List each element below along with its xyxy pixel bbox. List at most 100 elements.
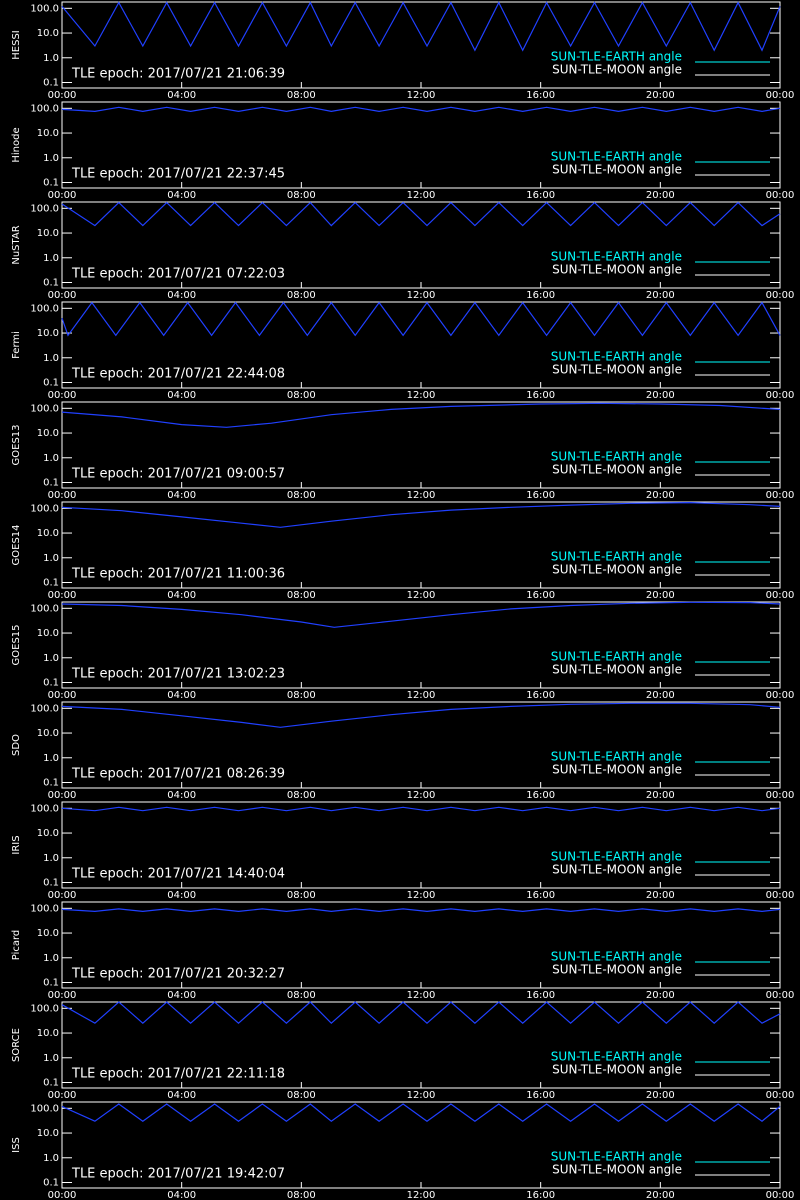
x-tick-label: 08:00 [287,490,316,501]
annotation: TLE epoch: 2017/07/21 22:11:18 [71,1067,285,1082]
x-tick-label: 12:00 [407,390,436,401]
y-tick-label: 10.0 [37,728,59,739]
x-tick-label: 20:00 [646,90,675,101]
y-tick-label: 10.0 [37,528,59,539]
y-tick-label: 10.0 [37,1128,59,1139]
y-tick-label: 0.1 [43,278,59,289]
y-axis-label: HESSI [11,30,22,59]
x-tick-label: 00:00 [48,590,77,601]
y-tick-label: 100.0 [30,1003,59,1014]
y-tick-label: 1.0 [43,853,59,864]
x-tick-label: 00:00 [48,90,77,101]
legend-label: SUN-TLE-MOON angle [552,1063,682,1077]
annotation: TLE epoch: 2017/07/21 20:32:27 [71,967,285,982]
y-tick-label: 100.0 [30,903,59,914]
legend-label: SUN-TLE-MOON angle [552,663,682,677]
x-tick-label: 20:00 [646,1090,675,1101]
y-tick-label: 0.1 [43,1078,59,1089]
x-tick-label: 08:00 [287,590,316,601]
x-tick-label: 04:00 [167,690,196,701]
y-tick-label: 0.1 [43,78,59,89]
y-tick-label: 10.0 [37,28,59,39]
annotation: TLE epoch: 2017/07/21 11:00:36 [71,567,285,582]
x-tick-label: 20:00 [646,1190,675,1200]
x-tick-label: 20:00 [646,590,675,601]
legend-label: SUN-TLE-EARTH angle [551,250,682,264]
legend-label: SUN-TLE-MOON angle [552,63,682,77]
y-axis-label: SORCE [11,1028,22,1062]
y-tick-label: 1.0 [43,53,59,64]
x-tick-label: 00:00 [48,190,77,201]
y-axis-label: GOES13 [11,424,22,465]
x-tick-label: 16:00 [526,1090,555,1101]
y-tick-label: 1.0 [43,1053,59,1064]
y-tick-label: 10.0 [37,228,59,239]
y-tick-label: 10.0 [37,428,59,439]
y-tick-label: 1.0 [43,153,59,164]
x-tick-label: 04:00 [167,990,196,1001]
x-tick-label: 08:00 [287,390,316,401]
panel: 0.1 1.0 10.0 100.0 00:00 04:00 08:00 12:00 16:00… [11,1,795,101]
x-tick-label: 16:00 [526,590,555,601]
x-tick-label: 04:00 [167,490,196,501]
x-tick-label: 16:00 [526,90,555,101]
x-tick-label: 00:00 [766,590,795,601]
y-tick-label: 100.0 [30,803,59,814]
y-tick-label: 100.0 [30,403,59,414]
x-tick-label: 08:00 [287,190,316,201]
x-tick-label: 04:00 [167,790,196,801]
y-tick-label: 0.1 [43,978,59,989]
x-tick-label: 12:00 [407,590,436,601]
x-tick-label: 00:00 [48,1190,77,1200]
x-tick-label: 00:00 [766,90,795,101]
y-axis-label: GOES14 [11,524,22,565]
annotation: TLE epoch: 2017/07/21 07:22:03 [71,267,285,282]
legend-label: SUN-TLE-EARTH angle [551,150,682,164]
x-tick-label: 04:00 [167,90,196,101]
y-axis-label: SDO [11,734,22,756]
y-tick-label: 0.1 [43,1178,59,1189]
annotation: TLE epoch: 2017/07/21 22:44:08 [71,367,285,382]
y-axis-label: Picard [11,930,22,961]
panel: 0.1 1.0 10.0 100.0 00:00 04:00 08:00 12:00 16:00… [11,1101,794,1200]
x-tick-label: 16:00 [526,690,555,701]
y-tick-label: 10.0 [37,128,59,139]
series-line [61,106,781,113]
series-line [61,201,781,227]
x-tick-label: 00:00 [48,790,77,801]
x-tick-label: 00:00 [766,290,795,301]
x-tick-label: 16:00 [526,390,555,401]
legend-label: SUN-TLE-EARTH angle [551,50,682,64]
series-line [61,501,781,528]
annotation: TLE epoch: 2017/07/21 09:00:57 [71,467,285,482]
y-tick-label: 1.0 [43,953,59,964]
x-tick-label: 12:00 [407,890,436,901]
x-tick-label: 00:00 [766,1090,795,1101]
x-tick-label: 04:00 [167,290,196,301]
y-tick-label: 100.0 [30,3,59,14]
x-tick-label: 00:00 [48,390,77,401]
legend-label: SUN-TLE-EARTH angle [551,650,682,664]
y-tick-label: 0.1 [43,478,59,489]
x-tick-label: 00:00 [766,690,795,701]
panel: 0.1 1.0 10.0 100.0 00:00 04:00 08:00 12:00 16:00… [11,601,795,701]
y-axis-label: Fermi [11,331,22,359]
legend-label: SUN-TLE-EARTH angle [551,1150,682,1164]
x-tick-label: 12:00 [407,290,436,301]
y-tick-label: 10.0 [37,1028,59,1039]
x-tick-label: 16:00 [526,890,555,901]
legend-label: SUN-TLE-EARTH angle [551,850,682,864]
y-tick-label: 10.0 [37,628,59,639]
panel: 0.1 1.0 10.0 100.0 00:00 04:00 08:00 12:00 16:00… [11,701,794,801]
x-tick-label: 08:00 [287,1090,316,1101]
x-tick-label: 08:00 [287,890,316,901]
annotation: TLE epoch: 2017/07/21 21:06:39 [71,67,285,82]
annotation: TLE epoch: 2017/07/21 19:42:07 [71,1167,285,1182]
legend-label: SUN-TLE-MOON angle [552,963,682,977]
legend-label: SUN-TLE-MOON angle [552,163,682,177]
x-tick-label: 16:00 [526,790,555,801]
series-line [61,402,781,428]
x-tick-label: 20:00 [646,690,675,701]
y-tick-label: 100.0 [30,703,59,714]
panel: 0.1 1.0 10.0 100.0 00:00 04:00 08:00 12:00 16:00… [11,501,795,601]
